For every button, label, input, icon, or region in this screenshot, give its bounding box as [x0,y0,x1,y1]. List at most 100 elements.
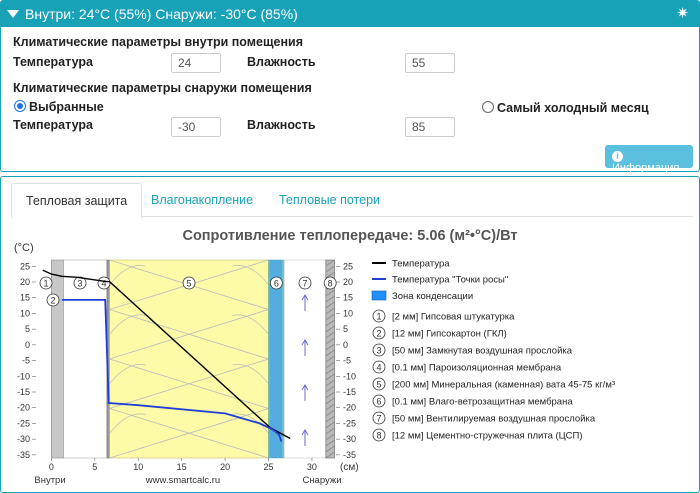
legend-label: Температура [392,259,450,270]
wool-hatch-curve [109,413,146,434]
y-tick-label-right: 20 [343,277,353,287]
outside-temp-input[interactable] [171,117,221,137]
legend-layer-desc: [2 мм] Гипсовая штукатурка [392,312,515,323]
climate-summary-title: Внутри: 24°C (55%) Снаружи: -30°C (85%) [25,6,298,22]
cement-hatch-line [325,331,335,339]
radio-selected[interactable] [14,100,26,112]
layer-marker-number: 7 [302,279,307,289]
radio-selected-label[interactable]: Выбранные [29,100,104,114]
dew-point-line [61,299,283,443]
wool-hatch-line [109,358,269,409]
y-tick-label-right: -5 [343,356,351,366]
radio-coldest-month-label[interactable]: Самый холодный месяц [497,101,649,115]
info-button[interactable]: iИнформация [605,145,693,174]
cement-hatch-line [325,337,335,345]
wool-hatch-curve [109,314,146,335]
legend-label: Зона конденсации [392,291,473,302]
tab-thermal-protection[interactable]: Тепловая защита [11,183,143,218]
radio-coldest-month[interactable] [482,101,494,113]
inside-label: Внутри [34,475,65,486]
y-tick-label-right: -30 [343,434,356,444]
legend-layer-desc: [0.1 мм] Пароизоляционная мембрана [392,363,562,374]
inside-humidity-label: Влажность [247,55,316,69]
sun-icon: ✷ [676,5,689,22]
y-tick-label-left: -35 [17,450,30,460]
cement-hatch-line [325,451,335,459]
y-tick-label-left: -30 [17,434,30,444]
cement-hatch-line [325,427,335,435]
legend-layer-number: 4 [376,363,381,373]
temperature-line [42,269,291,440]
layer-plaster-drywall [51,259,64,459]
airflow-arrow-head [301,429,309,436]
x-tick-label: 0 [49,462,54,472]
cement-hatch-line [325,295,335,303]
layer-marker-number: 1 [43,279,48,289]
legend-label: Температура "Точки росы" [392,275,508,286]
tab-heat-losses[interactable]: Тепловые потери [265,183,394,217]
cement-hatch-line [325,415,335,423]
airflow-arrow-head [301,294,309,301]
outside-humidity-input[interactable] [405,117,455,137]
y-tick-label-right: -25 [343,418,356,428]
y-tick-label-right: 15 [343,293,353,303]
tab-moisture-accumulation[interactable]: Влагонакопление [137,183,267,217]
cement-hatch-line [325,373,335,381]
legend-layer-number: 1 [376,312,381,322]
chart-title: Сопротивление теплопередаче: 5.06 (м²•°С… [182,228,517,244]
y-tick-label-left: -25 [17,418,30,428]
legend-layer-circle [372,411,386,425]
outside-section-title: Климатические параметры снаружи помещени… [13,81,312,95]
cement-hatch-line [325,325,335,333]
outside-temp-label: Температура [13,118,93,132]
inside-temp-input[interactable] [171,53,221,73]
cement-hatch-line [325,307,335,315]
legend-layer-circle [372,343,386,357]
y-tick-label-left: -15 [17,387,30,397]
legend-layer-circle [372,394,386,408]
wool-hatch-curve [232,314,269,335]
legend-layer-desc: [50 мм] Вентилируемая воздушная прослойк… [392,414,596,425]
climate-panel-header[interactable]: Внутри: 24°C (55%) Снаружи: -30°C (85%) … [1,1,699,27]
y-tick-label-left: 0 [25,340,30,350]
cement-hatch-line [325,403,335,411]
legend-layer-desc: [12 мм] Гипсокартон (ГКЛ) [392,329,507,340]
cement-hatch-line [325,289,335,297]
cement-hatch-line [325,271,335,279]
y-tick-label-right: -10 [343,371,356,381]
y-tick-label-left: 5 [25,324,30,334]
y-tick-label-left: -10 [17,371,30,381]
inside-humidity-input[interactable] [405,53,455,73]
tab-label: Тепловая защита [26,194,128,208]
legend-layer-circle [372,309,386,323]
watermark: www.smartcalc.ru [145,475,220,486]
cement-hatch-line [325,313,335,321]
legend-layer-number: 8 [376,431,381,441]
layer-marker-number: 4 [101,279,106,289]
wool-hatch-curve [232,265,269,285]
y-tick-label-left: -5 [22,356,30,366]
legend-layer-circle [372,326,386,340]
y-tick-label-left: 15 [20,293,30,303]
x-tick-label: 25 [264,462,274,472]
x-tick-label: 15 [177,462,187,472]
cement-hatch-line [325,433,335,441]
x-tick-label: 30 [307,462,317,472]
layer-marker-circle [269,276,283,290]
cement-hatch-line [325,379,335,387]
y-tick-label-right: 10 [343,308,353,318]
y-tick-label-right: -35 [343,450,356,460]
cement-hatch-line [325,259,335,267]
y-tick-label-right: 5 [343,324,348,334]
legend-layer-desc: [50 мм] Замкнутая воздушная прослойка [392,346,573,357]
legend-swatch-condensation [371,290,387,301]
y-axis-label: (°С) [14,242,34,254]
cement-hatch-line [325,349,335,357]
legend-layer-number: 3 [376,346,381,356]
inside-section-title: Климатические параметры внутри помещения [13,35,303,49]
cement-hatch-line [325,355,335,363]
y-tick-label-right: -20 [343,403,356,413]
y-tick-label-right: -15 [343,387,356,397]
cement-hatch-line [325,391,335,399]
collapse-caret-icon[interactable] [7,10,19,18]
